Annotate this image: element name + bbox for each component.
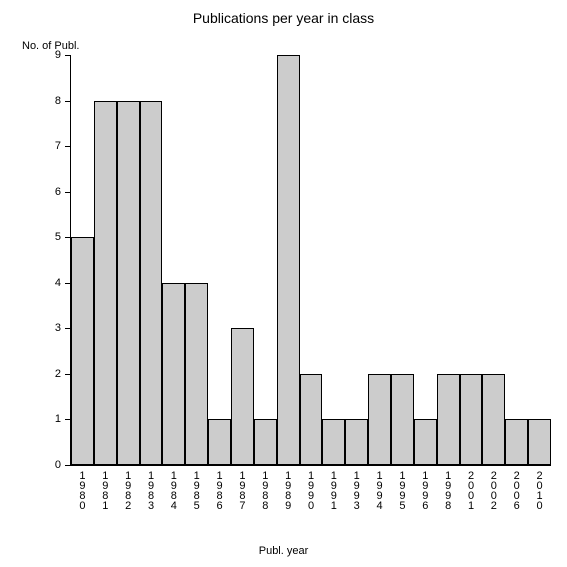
y-tick-label: 1 [43, 413, 61, 425]
chart-title: Publications per year in class [0, 10, 567, 26]
x-tick-label: 1995 [396, 470, 408, 510]
x-tick-label: 1998 [442, 470, 454, 510]
y-tick [65, 465, 71, 466]
y-tick-label: 8 [43, 95, 61, 107]
publications-chart: Publications per year in class No. of Pu… [0, 0, 567, 567]
x-tick-label: 1981 [99, 470, 111, 510]
bar [231, 328, 254, 465]
y-tick-label: 4 [43, 277, 61, 289]
bar [414, 419, 437, 465]
bar [505, 419, 528, 465]
x-axis-label: Publ. year [0, 545, 567, 557]
bar [300, 374, 323, 465]
bar [117, 101, 140, 465]
bar [437, 374, 460, 465]
bar [277, 55, 300, 465]
y-tick-label: 7 [43, 140, 61, 152]
x-tick-label: 2001 [465, 470, 477, 510]
x-tick-label: 1984 [168, 470, 180, 510]
y-tick-label: 0 [43, 459, 61, 471]
bar [368, 374, 391, 465]
y-tick [65, 192, 71, 193]
bar [322, 419, 345, 465]
x-tick-label: 1987 [236, 470, 248, 510]
x-tick-label: 1994 [374, 470, 386, 510]
x-tick-label: 2006 [511, 470, 523, 510]
x-tick-label: 1982 [122, 470, 134, 510]
bar [482, 374, 505, 465]
y-tick-label: 6 [43, 186, 61, 198]
x-tick-label: 2010 [534, 470, 546, 510]
x-tick-label: 1989 [282, 470, 294, 510]
bar [71, 237, 94, 465]
bar [140, 101, 163, 465]
y-tick-label: 9 [43, 49, 61, 61]
x-tick-label: 1985 [191, 470, 203, 510]
x-tick-label: 1988 [259, 470, 271, 510]
bar [528, 419, 551, 465]
y-tick [65, 55, 71, 56]
y-tick [65, 146, 71, 147]
y-tick-label: 2 [43, 368, 61, 380]
x-tick-label: 1996 [419, 470, 431, 510]
y-tick [65, 101, 71, 102]
y-tick-label: 3 [43, 322, 61, 334]
bar [185, 283, 208, 465]
x-tick-label: 2002 [488, 470, 500, 510]
x-tick-label: 1980 [76, 470, 88, 510]
bar [162, 283, 185, 465]
x-tick-label: 1990 [305, 470, 317, 510]
bar [94, 101, 117, 465]
x-tick-label: 1993 [351, 470, 363, 510]
plot-area: 0123456789198019811982198319841985198619… [70, 55, 551, 466]
bar [254, 419, 277, 465]
x-tick-label: 1983 [145, 470, 157, 510]
bar [460, 374, 483, 465]
bar [391, 374, 414, 465]
bar [208, 419, 231, 465]
x-tick-label: 1991 [328, 470, 340, 510]
x-tick-label: 1986 [214, 470, 226, 510]
y-tick-label: 5 [43, 231, 61, 243]
bar [345, 419, 368, 465]
